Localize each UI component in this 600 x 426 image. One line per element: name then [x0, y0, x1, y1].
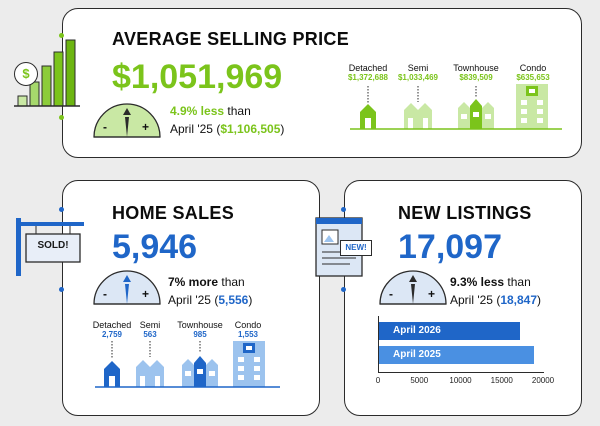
avg-price-change: 4.9% less than [170, 103, 251, 119]
detached-house-icon [360, 104, 376, 129]
home-sales-prev-period: April '25 ( [168, 293, 219, 307]
connector-dot [59, 287, 64, 292]
avg-price-gauge-icon [92, 103, 162, 139]
avg-price-value: $1,051,969 [112, 58, 283, 96]
x-tick-label: 5000 [410, 376, 429, 385]
townhouse-icon [458, 99, 494, 129]
sold-sign-text: SOLD! [37, 240, 69, 251]
bar-april-2025: April 2025 [379, 346, 535, 364]
dollar-coin-icon: $ [14, 62, 38, 86]
sales-type-townhouse-value: 985 [193, 330, 207, 339]
price-type-detached-value: $1,372,688 [347, 73, 389, 82]
home-sales-value: 5,946 [112, 228, 198, 266]
chart-y-axis [378, 316, 379, 372]
detached-house-icon [104, 361, 120, 387]
avg-price-change-bold: 4.9% less [170, 104, 225, 118]
chart-x-axis [378, 372, 544, 373]
price-type-condo-value: $635,653 [516, 73, 550, 82]
sales-type-semi-label: Semi [139, 320, 161, 330]
connector-dot [59, 33, 64, 38]
new-listings-prev: April '25 (18,847) [450, 292, 541, 308]
price-type-detached-label: Detached [348, 63, 388, 73]
price-type-condo-label: Condo [519, 63, 547, 73]
sales-type-detached-label: Detached [92, 320, 132, 330]
avg-price-title: AVERAGE SELLING PRICE [112, 29, 349, 49]
townhouse-icon [182, 356, 218, 387]
avg-price-prev-value: $1,106,505 [220, 122, 281, 136]
home-sales-change-rest: than [218, 275, 245, 289]
home-sales-title: HOME SALES [112, 203, 235, 223]
gauge-plus: + [142, 287, 150, 301]
avg-price-change-rest: than [224, 104, 251, 118]
price-type-semi-value: $1,033,469 [397, 73, 439, 82]
connector-dot [59, 207, 64, 212]
gauge-minus: - [103, 287, 107, 301]
home-sales-prev-value: 5,556 [218, 293, 249, 307]
price-type-buildings [350, 84, 562, 130]
gauge-minus: - [389, 287, 393, 301]
listing-document-icon [312, 216, 372, 278]
home-sales-gauge-icon [92, 270, 162, 306]
new-listings-gauge-icon [378, 270, 448, 306]
sales-type-townhouse-label: Townhouse [177, 320, 223, 330]
avg-price-prev-close: ) [280, 122, 285, 136]
home-sales-change: 7% more than [168, 274, 245, 290]
listings-bar-chart: April 2026 April 2025 0 5000 10000 15000 200… [375, 316, 554, 388]
avg-price-prev: April '25 ($1,106,505) [170, 121, 284, 137]
semi-house-icon [404, 103, 432, 129]
price-type-townhouse-label: Townhouse [453, 63, 499, 73]
sales-type-buildings [95, 341, 280, 388]
sales-type-detached-value: 2,759 [101, 330, 123, 339]
sold-sign-icon [8, 218, 88, 278]
x-tick-label: 0 [375, 376, 381, 385]
price-type-semi-label: Semi [407, 63, 429, 73]
x-tick-label: 15000 [490, 376, 513, 385]
bar-label: April 2026 [393, 325, 441, 336]
sales-type-condo-label: Condo [234, 320, 262, 330]
price-type-townhouse-value: $839,509 [459, 73, 493, 82]
home-sales-prev: April '25 (5,556) [168, 292, 252, 308]
new-listings-change: 9.3% less than [450, 274, 531, 290]
connector-dot [59, 115, 64, 120]
condo-building-icon [233, 341, 265, 387]
price-chart-icon [8, 22, 88, 112]
new-listings-prev-period: April '25 ( [450, 293, 501, 307]
connector-dot [341, 207, 346, 212]
new-listings-prev-value: 18,847 [500, 293, 538, 307]
new-listings-change-bold: 9.3% less [450, 275, 505, 289]
condo-building-icon [516, 84, 548, 129]
gauge-minus: - [103, 120, 107, 134]
sales-type-semi-value: 563 [143, 330, 157, 339]
sales-type-condo-value: 1,553 [237, 330, 259, 339]
bar-april-2026: April 2026 [379, 322, 521, 340]
x-tick-label: 10000 [449, 376, 472, 385]
bar-label: April 2025 [393, 349, 441, 360]
new-listings-change-rest: than [504, 275, 531, 289]
avg-price-prev-period: April '25 ( [170, 122, 221, 136]
new-badge: NEW! [340, 240, 372, 256]
home-sales-change-bold: 7% more [168, 275, 219, 289]
new-listings-value: 17,097 [398, 228, 502, 266]
new-listings-title: NEW LISTINGS [398, 203, 532, 223]
x-tick-label: 20000 [531, 376, 555, 385]
home-sales-prev-close: ) [248, 293, 253, 307]
connector-dot [341, 287, 346, 292]
semi-house-icon [136, 360, 164, 387]
new-listings-prev-close: ) [537, 293, 542, 307]
gauge-plus: + [142, 120, 150, 134]
gauge-plus: + [428, 287, 436, 301]
